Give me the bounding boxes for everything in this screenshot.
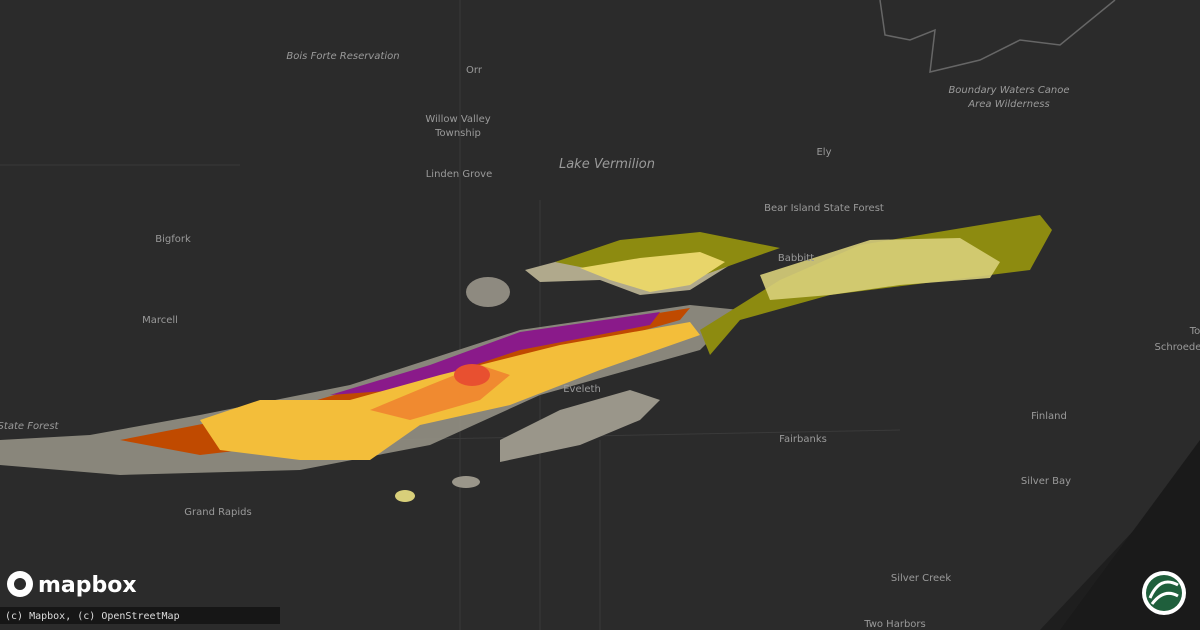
swath-yellow — [580, 252, 725, 292]
place-label: Bigfork — [155, 234, 191, 245]
place-label: Schroeder — [1155, 342, 1200, 353]
place-label: Orr — [466, 65, 483, 76]
place-label: Silver Creek — [891, 573, 951, 584]
place-label: Two Harbors — [863, 619, 925, 630]
swath-gray — [500, 390, 660, 462]
place-label: Marcell — [142, 315, 178, 326]
place-label: Willow Valley — [425, 114, 490, 125]
place-label: Eveleth — [563, 384, 601, 395]
border — [879, 0, 1116, 73]
swath-purple — [330, 312, 660, 395]
place-label: Township — [434, 128, 481, 139]
swath-gray — [466, 277, 510, 307]
place-label: Boundary Waters Canoe — [948, 85, 1069, 96]
place-label: Finland — [1031, 411, 1067, 422]
mapbox-icon-inner — [14, 578, 26, 590]
place-label: State Forest — [0, 421, 60, 432]
swath-yellow — [760, 238, 1000, 300]
place-label: Area Wilderness — [967, 99, 1049, 110]
swath-gray — [452, 476, 480, 488]
attribution-bg — [0, 607, 280, 624]
place-label: Bear Island State Forest — [764, 203, 884, 214]
site-logo-swirl — [1148, 580, 1179, 605]
place-label: Ely — [816, 147, 831, 158]
place-label: Linden Grove — [426, 169, 493, 180]
place-label: Babbitt — [778, 253, 814, 264]
attribution[interactable]: (c) Mapbox, (c) OpenStreetMap — [5, 611, 180, 622]
swath-yellow — [395, 490, 415, 502]
place-label: Grand Rapids — [184, 507, 251, 518]
place-label: Fairbanks — [779, 434, 827, 445]
swath-red — [454, 364, 490, 386]
place-label: Bois Forte Reservation — [286, 51, 399, 62]
mapbox-logo[interactable]: mapbox — [38, 573, 137, 598]
place-label: To — [1189, 326, 1200, 337]
water-label: Lake Vermilion — [559, 157, 655, 172]
place-label: Silver Bay — [1021, 476, 1071, 487]
